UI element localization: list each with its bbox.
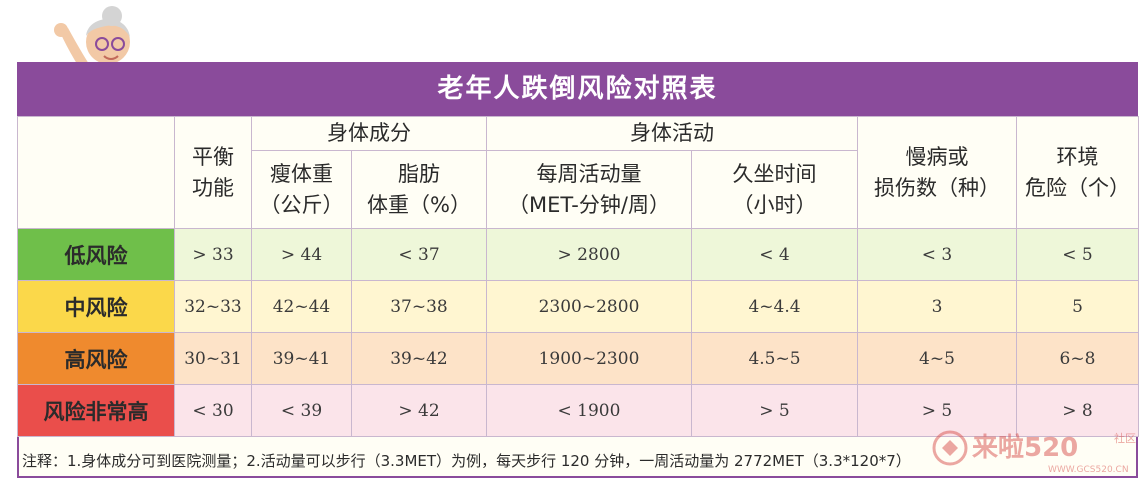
table-title: 老年人跌倒风险对照表 [17, 62, 1138, 116]
cell-env: 6~8 [1016, 332, 1139, 385]
risk-level-very-high: 风险非常高 [17, 384, 175, 437]
table-row: 低风险 > 33 > 44 < 37 > 2800 < 4 < 3 < 5 [17, 228, 1139, 281]
fall-risk-table: 平衡 功能 身体成分 身体活动 慢病或 损伤数（种） 环境 危险（个） 瘦体重 … [17, 116, 1139, 437]
cell-env: < 5 [1016, 228, 1139, 281]
cell-fat: 39~42 [351, 332, 487, 385]
header-chronic-injury: 慢病或 损伤数（种） [857, 116, 1017, 229]
cell-env: 5 [1016, 280, 1139, 333]
illustration-cell [17, 116, 175, 229]
cell-sedentary: > 5 [691, 384, 858, 437]
cell-balance: 30~31 [174, 332, 252, 385]
risk-level-mid: 中风险 [17, 280, 175, 333]
cell-lean: < 39 [251, 384, 352, 437]
cell-lean: 42~44 [251, 280, 352, 333]
cell-fat: < 37 [351, 228, 487, 281]
cell-chronic: < 3 [857, 228, 1017, 281]
cell-fat: 37~38 [351, 280, 487, 333]
cell-lean: 39~41 [251, 332, 352, 385]
cell-fat: > 42 [351, 384, 487, 437]
header-fat-weight: 脂肪 体重（%） [351, 150, 487, 229]
footnote: 注释：1.身体成分可到医院测量；2.活动量可以步行（3.3MET）为例，每天步行… [22, 452, 911, 470]
svg-text:社区: 社区 [1114, 431, 1136, 445]
header-weekly-activity: 每周活动量 （MET-分钟/周） [486, 150, 692, 229]
risk-level-low: 低风险 [17, 228, 175, 281]
cell-balance: 32~33 [174, 280, 252, 333]
cell-chronic: 4~5 [857, 332, 1017, 385]
cell-chronic: > 5 [857, 384, 1017, 437]
header-lean-weight: 瘦体重 （公斤） [251, 150, 352, 229]
cell-lean: > 44 [251, 228, 352, 281]
header-body-composition: 身体成分 [251, 116, 487, 151]
cell-activity: 2300~2800 [486, 280, 692, 333]
table-row: 中风险 32~33 42~44 37~38 2300~2800 4~4.4 3 … [17, 280, 1139, 333]
svg-text:来啦520: 来啦520 [972, 432, 1078, 463]
cell-balance: < 30 [174, 384, 252, 437]
cell-chronic: 3 [857, 280, 1017, 333]
risk-level-high: 高风险 [17, 332, 175, 385]
cell-balance: > 33 [174, 228, 252, 281]
cell-activity: < 1900 [486, 384, 692, 437]
cell-activity: 1900~2300 [486, 332, 692, 385]
cell-sedentary: 4~4.4 [691, 280, 858, 333]
table-row: 风险非常高 < 30 < 39 > 42 < 1900 > 5 > 5 > 8 [17, 384, 1139, 437]
watermark-logo: 来啦520 社区 WWW.GCS520.CN [932, 430, 1136, 475]
header-physical-activity: 身体活动 [486, 116, 858, 151]
cell-sedentary: 4.5~5 [691, 332, 858, 385]
table-row: 高风险 30~31 39~41 39~42 1900~2300 4.5~5 4~… [17, 332, 1139, 385]
cell-env: > 8 [1016, 384, 1139, 437]
cell-activity: > 2800 [486, 228, 692, 281]
header-environment-risk: 环境 危险（个） [1016, 116, 1139, 229]
header-sedentary-time: 久坐时间 （小时） [691, 150, 858, 229]
svg-text:WWW.GCS520.CN: WWW.GCS520.CN [1048, 465, 1129, 475]
header-balance: 平衡 功能 [174, 116, 252, 229]
cell-sedentary: < 4 [691, 228, 858, 281]
